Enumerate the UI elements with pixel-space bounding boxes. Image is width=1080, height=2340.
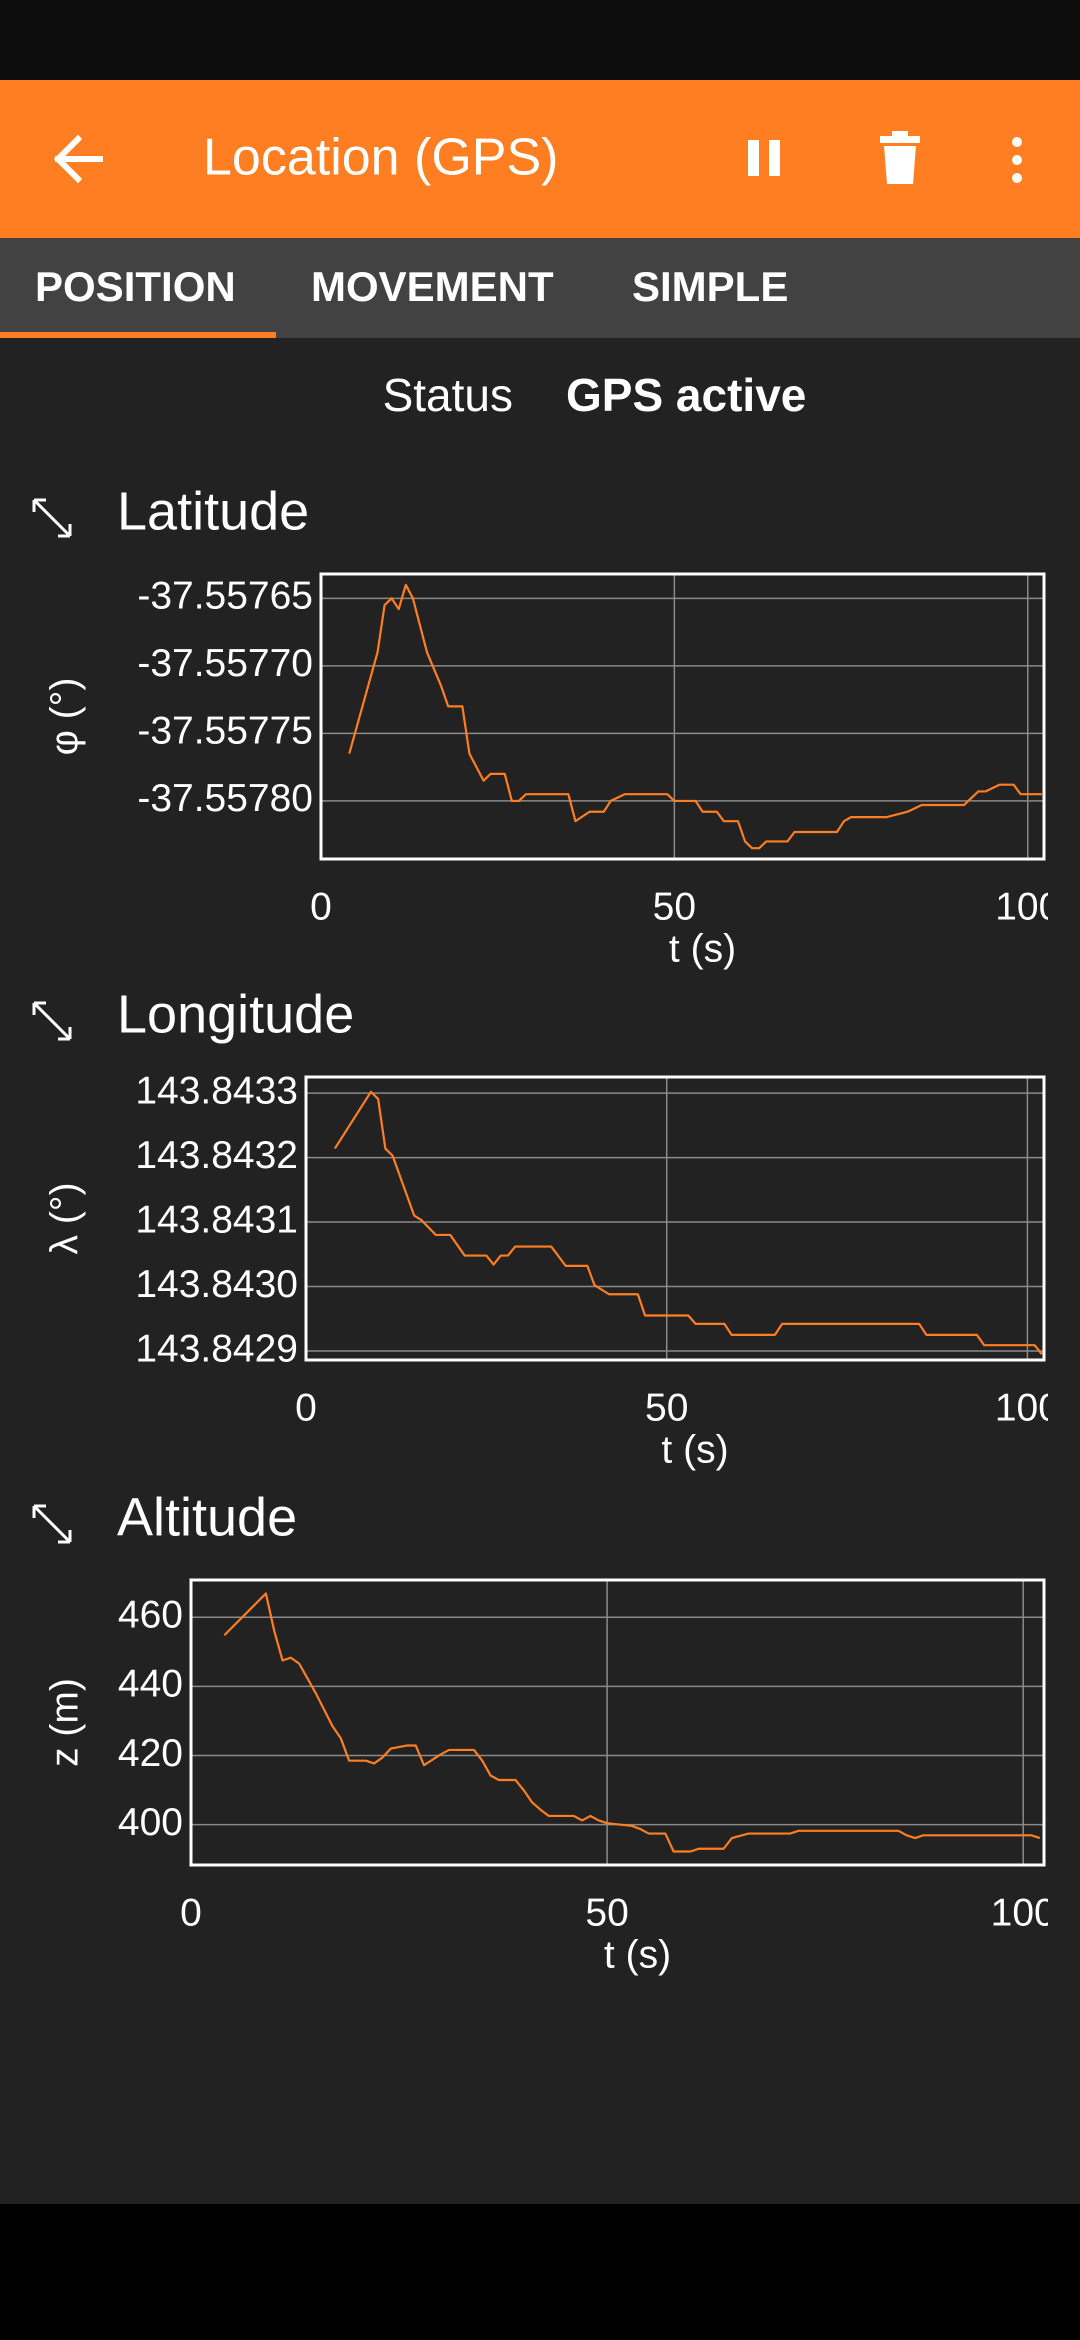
chart-title: Altitude [117, 1487, 297, 1547]
app-title: Location (GPS) [203, 129, 559, 187]
y-tick-label: 143.8429 [135, 1327, 298, 1370]
plot-area [191, 1580, 1044, 1865]
plot-area [306, 1077, 1044, 1360]
y-tick-label: -37.55775 [137, 710, 313, 753]
x-axis-label: t (s) [604, 1933, 671, 1976]
x-ticks: 0 50 100 [180, 1891, 1056, 1934]
expand-icon [32, 1001, 72, 1041]
x-axis-label: t (s) [661, 1428, 728, 1471]
y-tick-label: -37.55770 [137, 642, 313, 685]
chart-title: Latitude [117, 481, 309, 541]
x-tick-label: 100 [995, 885, 1060, 928]
y-tick-label: 143.8433 [135, 1069, 298, 1112]
status-label: Status [383, 369, 513, 421]
back-button[interactable] [53, 134, 103, 184]
x-ticks: 0 50 100 [295, 1386, 1060, 1429]
tab-bar [0, 238, 1080, 338]
x-tick-label: 100 [995, 1386, 1060, 1429]
expand-button[interactable] [32, 1001, 72, 1041]
x-tick-label: 0 [310, 885, 332, 928]
pause-button[interactable] [748, 140, 780, 176]
expand-icon [32, 498, 72, 538]
status-value: GPS active [566, 369, 806, 421]
x-axis-label: t (s) [669, 927, 736, 970]
tab-indicator [0, 332, 276, 338]
delete-button[interactable] [880, 131, 920, 184]
chart-title: Longitude [117, 984, 354, 1044]
expand-button[interactable] [32, 1504, 72, 1544]
expand-icon [32, 1504, 72, 1544]
nav-bar [0, 2204, 1080, 2340]
plot-border [304, 1075, 1046, 1362]
expand-button[interactable] [32, 498, 72, 538]
x-tick-label: 50 [653, 885, 696, 928]
y-axis-label: φ (°) [43, 678, 86, 756]
data-line [223, 1592, 1041, 1853]
tab[interactable]: SIMPLE [632, 263, 788, 310]
plot-area [321, 574, 1044, 859]
status-bar [0, 0, 1080, 80]
y-tick-label: 440 [118, 1663, 183, 1706]
y-tick-label: 143.8431 [135, 1198, 298, 1241]
more-button[interactable] [1012, 137, 1022, 183]
y-axis-label: z (m) [43, 1678, 86, 1767]
y-tick-label: 143.8432 [135, 1134, 298, 1177]
data-line [333, 1090, 1043, 1355]
tab[interactable]: MOVEMENT [311, 263, 554, 310]
y-tick-label: 460 [118, 1594, 183, 1637]
y-tick-label: 400 [118, 1801, 183, 1844]
y-tick-label: -37.55765 [137, 575, 313, 618]
x-tick-label: 50 [645, 1386, 688, 1429]
tab[interactable]: POSITION [35, 263, 236, 310]
y-tick-label: 420 [118, 1732, 183, 1775]
y-tick-label: -37.55780 [137, 777, 313, 820]
x-tick-label: 0 [180, 1891, 202, 1934]
y-tick-label: 143.8430 [135, 1263, 298, 1306]
data-line [348, 583, 1042, 850]
x-tick-label: 100 [991, 1891, 1056, 1934]
plot-border [319, 572, 1046, 861]
y-axis-label: λ (°) [43, 1183, 86, 1255]
x-tick-label: 0 [295, 1386, 317, 1429]
x-tick-label: 50 [585, 1891, 628, 1934]
plot-border [189, 1578, 1046, 1867]
x-ticks: 0 50 100 [310, 885, 1060, 928]
